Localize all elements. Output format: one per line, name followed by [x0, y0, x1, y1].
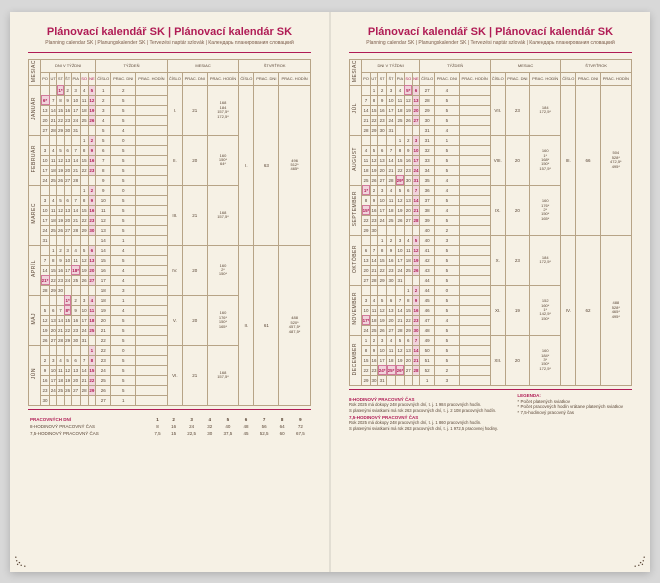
corner-ornament-icon — [628, 550, 646, 568]
footer-right: 8-HODINOVÝ PRACOVNÝ ČAS Rok 2025 má doko… — [349, 393, 632, 431]
page-right: Plánovací kalendář SK | Plánovací kalend… — [330, 12, 650, 572]
planner-spread: Plánovací kalendář SK | Plánovací kalend… — [10, 12, 650, 572]
footer-left: PRACOVNÝCH DNÍ 123456789 8-HODINOVÝ PRAC… — [28, 416, 311, 437]
row-8h-label: 8-HODINOVÝ PRACOVNÝ ČAS — [28, 423, 149, 430]
page-title: Plánovací kalendář SK | Plánovací kalend… — [28, 26, 311, 38]
title-rule — [349, 52, 632, 53]
legend-item: * Počet platených sviatkov — [517, 399, 570, 404]
calendar-table-right: MESIACDNI V TÝŽDNITÝŽDEŇMESIACŠTVRŤROKPO… — [349, 59, 632, 386]
legend: LEGENDA: * Počet platených sviatkov * Po… — [517, 393, 632, 431]
footer-rule-right — [349, 389, 632, 390]
calendar-left-container: MESIACDNI V TÝŽDNITÝŽDEŇMESIACŠTVRŤROKPO… — [28, 59, 311, 406]
title-rule — [28, 52, 311, 53]
page-title: Plánovací kalendář SK | Plánovací kalend… — [349, 26, 632, 38]
footer-rule-left — [28, 409, 311, 410]
corner-ornament-icon — [14, 550, 32, 568]
legend-item: * 7,5-hodinový pracovný čas — [517, 410, 574, 415]
footer-notes: 8-HODINOVÝ PRACOVNÝ ČAS Rok 2025 má doko… — [349, 397, 509, 431]
row-75h-label: 7,5-HODINOVÝ PRACOVNÝ ČAS — [28, 430, 149, 437]
page-subtitle: Planning calendar SK | Planungskalender … — [349, 40, 632, 46]
page-left: Plánovací kalendář SK | Plánovací kalend… — [10, 12, 330, 572]
calendar-table-left: MESIACDNI V TÝŽDNITÝŽDEŇMESIACŠTVRŤROKPO… — [28, 59, 311, 406]
working-days-title: PRACOVNÝCH DNÍ — [28, 416, 149, 423]
calendar-right-container: MESIACDNI V TÝŽDNITÝŽDEŇMESIACŠTVRŤROKPO… — [349, 59, 632, 386]
page-subtitle: Planning calendar SK | Planungskalender … — [28, 40, 311, 46]
working-days-table: PRACOVNÝCH DNÍ 123456789 8-HODINOVÝ PRAC… — [28, 416, 311, 437]
legend-item: * Počet pracovných hodín vrátane platený… — [517, 404, 623, 409]
